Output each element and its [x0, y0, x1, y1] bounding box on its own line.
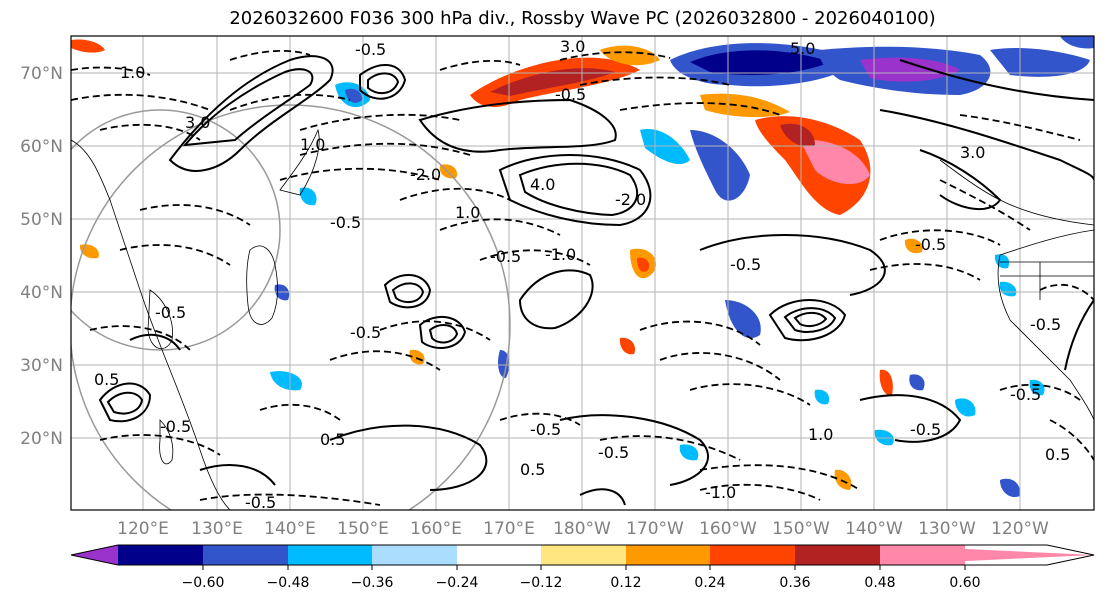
contour-label: 4.0: [530, 175, 555, 194]
contour-label: -0.5: [1030, 315, 1061, 334]
colorbar-bin: [541, 545, 626, 565]
colorbar: −0.60 −0.48 −0.36 −0.24 −0.12 0.12 0.24 …: [70, 544, 1095, 591]
map-grid: [71, 36, 1094, 510]
contour-label: -0.5: [355, 40, 386, 59]
contour-label: -0.5: [1010, 385, 1041, 404]
colorbar-bin: [372, 545, 457, 565]
contour-label: 3.0: [960, 143, 985, 162]
contour-label: 1.0: [300, 135, 325, 154]
lon-label: 140°W: [845, 519, 903, 539]
coastlines: [71, 128, 1094, 510]
colorbar-bin: [203, 545, 288, 565]
lat-label: 20°N: [20, 429, 63, 449]
contour-label: -0.5: [155, 303, 186, 322]
contour-label: -0.5: [915, 235, 946, 254]
contour-label: -0.5: [330, 213, 361, 232]
contour-label: -2.0: [615, 190, 646, 209]
lat-label: 50°N: [20, 210, 63, 230]
colorbar-tick-label: 0.60: [949, 575, 980, 591]
colorbar-bin: [288, 545, 372, 565]
colorbar-tick-label: 0.12: [610, 575, 641, 591]
colorbar-bin: [118, 545, 203, 565]
colorbar-tick-label: −0.24: [436, 575, 479, 591]
colorbar-tick-label: −0.36: [351, 575, 394, 591]
latitude-labels: 70°N 60°N 50°N 40°N 30°N 20°N: [20, 64, 63, 449]
map-title: 2026032600 F036 300 hPa div., Rossby Wav…: [229, 8, 936, 29]
contour-label: -0.5: [530, 420, 561, 439]
lon-label: 160°W: [699, 519, 757, 539]
lon-label: 130°E: [191, 519, 243, 539]
lon-label: 170°W: [626, 519, 684, 539]
lon-label: 130°W: [918, 519, 976, 539]
colorbar-tick-label: 0.24: [694, 575, 725, 591]
contour-label: -2.0: [410, 165, 441, 184]
lon-label: 170°E: [483, 519, 535, 539]
colorbar-bin: [880, 545, 965, 565]
contour-label: -0.5: [910, 420, 941, 439]
contour-labels: 3.0 5.0 1.0 -0.5 -0.5 -2.0 4.0 -2.0 1.0 …: [94, 37, 1070, 512]
contour-label: 0.5: [520, 460, 545, 479]
lon-label: 150°E: [337, 519, 389, 539]
contour-label: -0.5: [160, 417, 191, 436]
lon-label: 160°E: [410, 519, 462, 539]
colorbar-tick-label: 0.48: [864, 575, 895, 591]
colorbar-tick-label: −0.12: [520, 575, 563, 591]
contour-label: -0.5: [350, 323, 381, 342]
contour-label: -0.5: [730, 255, 761, 274]
lon-label: 150°W: [772, 519, 830, 539]
colorbar-extend-min: [71, 545, 118, 565]
contour-label: 3.0: [560, 37, 585, 56]
contour-label: 1.0: [808, 425, 833, 444]
negative-contours: [71, 49, 1094, 506]
shaded-field: [71, 36, 1094, 498]
lat-label: 60°N: [20, 137, 63, 157]
lat-label: 70°N: [20, 64, 63, 84]
contour-label: 0.5: [94, 370, 119, 389]
contour-label: 0.5: [320, 430, 345, 449]
colorbar-bin: [795, 545, 880, 565]
colorbar-tick-labels: −0.60 −0.48 −0.36 −0.24 −0.12 0.12 0.24 …: [182, 575, 981, 591]
colorbar-bin: [626, 545, 710, 565]
lat-label: 40°N: [20, 283, 63, 303]
colorbar-tick-label: 0.36: [779, 575, 810, 591]
contour-label: 1.0: [120, 63, 145, 82]
colorbar-outline: [70, 544, 1095, 566]
colorbar-tick-label: −0.48: [267, 575, 310, 591]
contour-label: 5.0: [790, 39, 815, 58]
contour-label: -0.5: [555, 85, 586, 104]
contour-label: -1.0: [545, 245, 576, 264]
contour-label: -0.5: [598, 443, 629, 462]
colorbar-bin: [457, 545, 541, 565]
colorbar-tick-label: −0.60: [182, 575, 225, 591]
contour-label: 0.5: [1045, 445, 1070, 464]
lat-label: 30°N: [20, 356, 63, 376]
longitude-labels: 120°E 130°E 140°E 150°E 160°E 170°E 180°…: [117, 519, 1049, 539]
contour-label: -0.5: [245, 493, 276, 512]
positive-contours: [98, 55, 1094, 506]
map-panel: 3.0 5.0 1.0 -0.5 -0.5 -2.0 4.0 -2.0 1.0 …: [71, 36, 1094, 512]
colorbar-ticks: [202, 565, 966, 570]
contour-label: 1.0: [455, 203, 480, 222]
colorbar-bin: [710, 545, 795, 565]
lon-label: 120°W: [991, 519, 1049, 539]
contour-label: -0.5: [490, 247, 521, 266]
lon-label: 140°E: [264, 519, 316, 539]
map-border: [70, 35, 1095, 511]
rossby-wave-circles: [71, 104, 511, 510]
lon-label: 120°E: [117, 519, 169, 539]
lon-label: 180°W: [553, 519, 611, 539]
contour-label: -1.0: [705, 483, 736, 502]
contour-label: 3.0: [185, 113, 210, 132]
